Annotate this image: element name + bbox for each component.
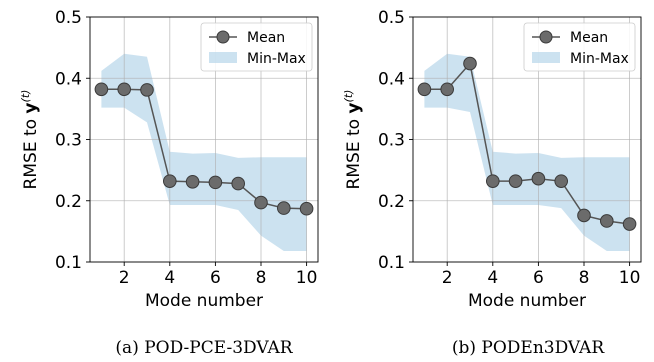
figure-caption: (b) PODEn3DVAR bbox=[452, 338, 605, 358]
y-tick-label: 0.2 bbox=[55, 192, 82, 212]
mean-point-9 bbox=[600, 214, 614, 228]
y-tick-label: 0.5 bbox=[55, 8, 82, 28]
mean-point-5 bbox=[508, 174, 523, 188]
mean-point-4 bbox=[163, 174, 177, 188]
x-tick-label: 8 bbox=[579, 268, 590, 288]
mean-point-7 bbox=[554, 174, 569, 188]
x-tick-label: 4 bbox=[487, 268, 498, 288]
mean-point-8 bbox=[577, 208, 591, 223]
legend: Mean Min-Max bbox=[200, 22, 313, 72]
x-tick-label: 10 bbox=[619, 268, 641, 288]
y-tick-label: 0.3 bbox=[378, 131, 405, 151]
mean-point-4 bbox=[486, 174, 500, 188]
mean-point-5 bbox=[185, 174, 200, 189]
x-tick-label: 2 bbox=[119, 268, 130, 288]
mean-point-3 bbox=[140, 83, 154, 97]
legend: Mean Min-Max bbox=[523, 22, 636, 72]
mean-point-1 bbox=[94, 82, 109, 97]
mean-point-6 bbox=[531, 171, 546, 186]
y-tick-label: 0.1 bbox=[55, 253, 82, 273]
legend-band-swatch bbox=[209, 52, 237, 63]
mean-point-1 bbox=[417, 82, 432, 97]
mean-line bbox=[101, 88, 307, 210]
legend-mean-marker bbox=[539, 30, 553, 44]
mean-line bbox=[424, 61, 630, 225]
x-tick-label: 8 bbox=[256, 268, 267, 288]
legend-band-swatch bbox=[532, 52, 560, 63]
legend-band-label: Min-Max bbox=[570, 51, 629, 67]
minmax-band bbox=[424, 53, 630, 251]
y-tick-label: 0.5 bbox=[378, 8, 405, 28]
mean-point-10 bbox=[299, 201, 314, 216]
legend-mean-marker bbox=[216, 30, 230, 44]
y-tick-label: 0.3 bbox=[55, 131, 82, 151]
y-axis-label: RMSE to y(t) bbox=[342, 90, 364, 190]
x-tick-label: 10 bbox=[296, 268, 318, 288]
y-tick-label: 0.4 bbox=[55, 69, 82, 89]
x-tick-label: 6 bbox=[533, 268, 544, 288]
y-tick-label: 0.4 bbox=[378, 69, 405, 89]
figure-caption: (a) POD-PCE-3DVAR bbox=[115, 338, 293, 358]
x-axis-label: Mode number bbox=[468, 291, 586, 311]
legend-band-label: Min-Max bbox=[247, 51, 306, 67]
legend-mean-label: Mean bbox=[247, 30, 285, 46]
x-tick-label: 4 bbox=[164, 268, 175, 288]
mean-point-8 bbox=[254, 195, 268, 210]
chart-panel-1: 2 4 6 8 10 0.1 0.2 0.3 0.4 0.5 Mode number RMSE to … bbox=[19, 8, 319, 358]
mean-point-9 bbox=[277, 201, 291, 215]
mean-point-10 bbox=[622, 217, 637, 231]
chart-panel-2: 2 4 6 8 10 0.1 0.2 0.3 0.4 0.5 Mode number RMSE to … bbox=[342, 8, 642, 358]
x-tick-label: 6 bbox=[210, 268, 221, 288]
mean-point-2 bbox=[440, 82, 455, 97]
y-tick-label: 0.1 bbox=[378, 253, 405, 273]
y-tick-label: 0.2 bbox=[378, 192, 405, 212]
mean-point-3 bbox=[463, 56, 477, 71]
x-tick-label: 2 bbox=[442, 268, 453, 288]
mean-point-7 bbox=[231, 176, 245, 191]
mean-point-2 bbox=[117, 82, 131, 97]
y-axis-label: RMSE to y(t) bbox=[19, 90, 41, 190]
legend-mean-label: Mean bbox=[570, 30, 608, 46]
x-axis-label: Mode number bbox=[145, 291, 263, 311]
mean-point-6 bbox=[208, 175, 223, 190]
